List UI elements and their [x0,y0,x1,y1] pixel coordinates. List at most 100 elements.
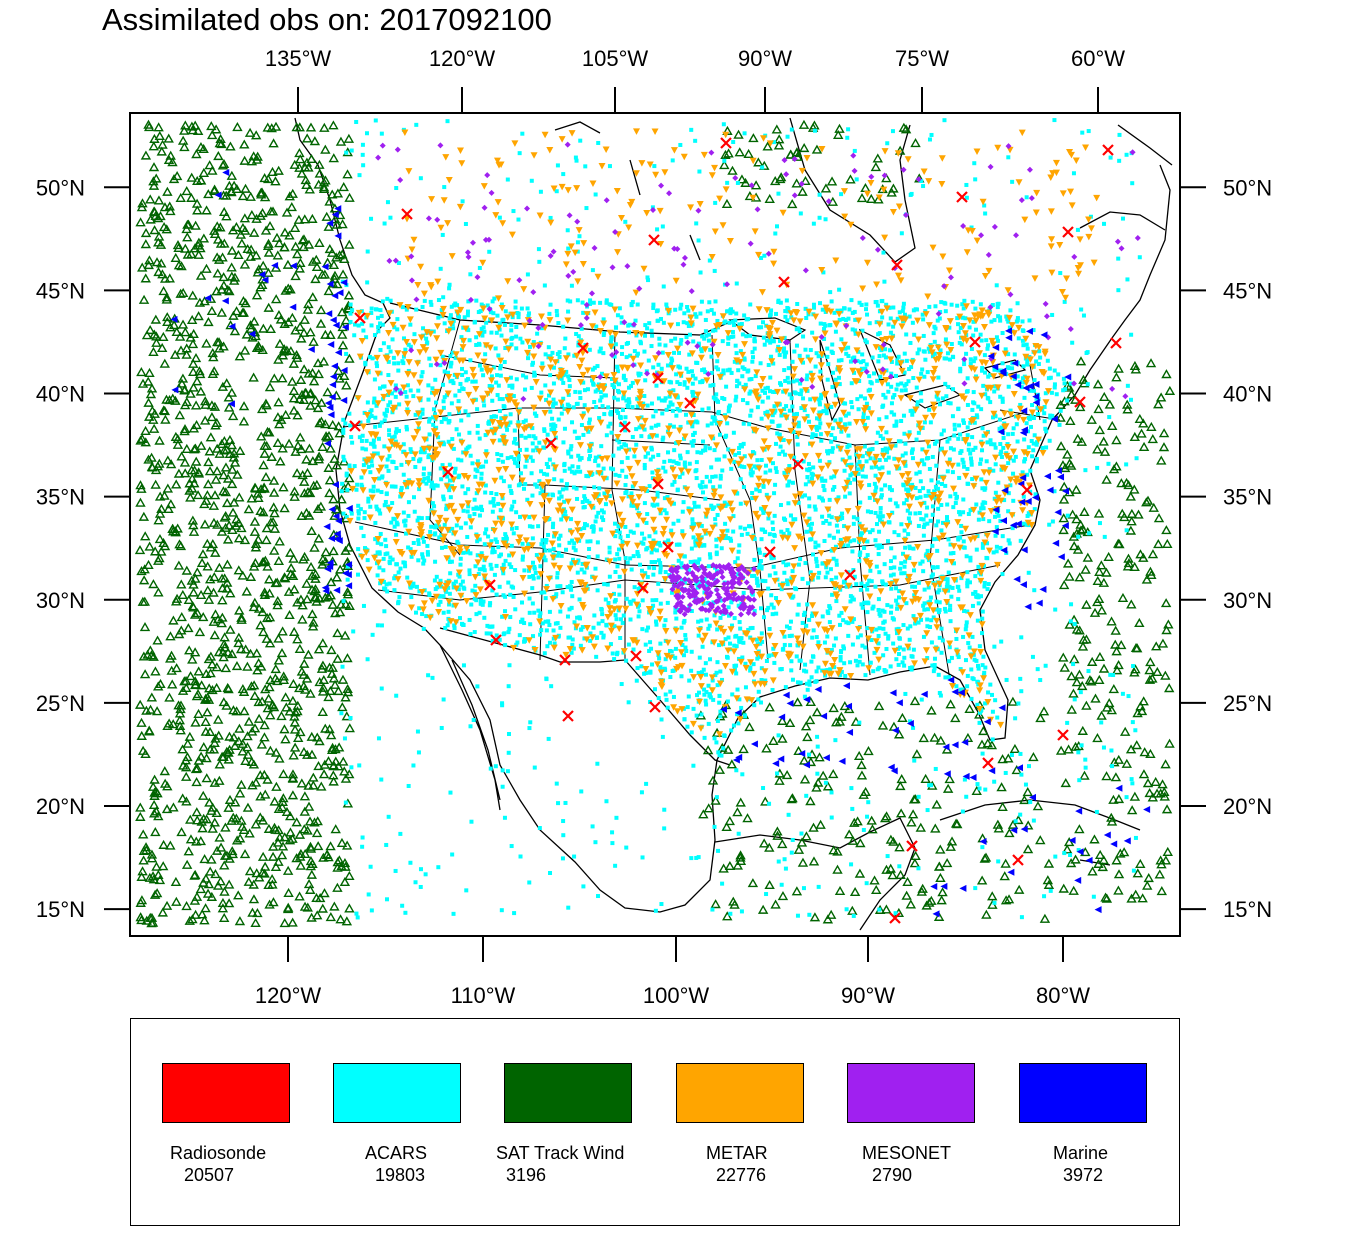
sat-wind-marker [181,343,192,353]
acars-marker [421,472,426,477]
sat-wind-marker [135,802,146,812]
acars-marker [852,477,857,482]
sat-wind-marker [186,192,197,202]
sat-wind-marker [196,440,207,450]
acars-marker [379,314,384,319]
acars-marker [462,586,467,591]
acars-marker [920,425,925,430]
acars-marker [408,344,413,349]
acars-marker [461,508,466,513]
acars-marker [619,460,624,465]
sat-wind-marker [317,269,328,279]
sat-wind-marker [333,365,344,376]
sat-wind-marker [278,482,289,492]
sat-wind-marker [325,841,336,851]
sat-wind-marker [294,829,306,839]
acars-marker [604,433,609,438]
sat-wind-marker [1098,855,1109,865]
sat-wind-marker [856,770,868,780]
acars-marker [853,331,858,336]
acars-marker [470,588,475,593]
acars-marker [710,474,715,479]
sat-wind-marker [185,388,196,398]
acars-marker [420,407,425,412]
sat-wind-marker [137,596,149,606]
acars-marker [761,484,766,489]
acars-marker [436,524,441,529]
acars-marker [575,570,580,575]
acars-marker [979,594,984,599]
sat-wind-marker [202,479,214,489]
acars-marker [549,422,554,427]
acars-marker [825,634,830,639]
acars-marker [968,361,973,366]
acars-marker [616,446,621,451]
sat-wind-marker [722,911,733,921]
acars-marker [934,439,939,444]
sat-wind-marker [253,492,264,503]
acars-marker [678,456,683,461]
sat-wind-marker [258,507,269,517]
acars-marker [426,383,431,388]
acars-marker [809,521,814,526]
acars-marker [811,302,816,307]
sat-wind-marker [201,338,212,348]
acars-marker [878,434,883,439]
sat-wind-marker [264,638,276,648]
sat-wind-marker [234,492,245,502]
sat-wind-marker [787,793,798,803]
acars-marker [420,411,425,416]
acars-marker [512,456,517,461]
sat-wind-marker [800,721,812,731]
acars-marker [874,543,879,548]
acars-marker [782,470,787,475]
acars-marker [917,470,922,475]
acars-marker [663,343,668,348]
acars-marker [954,636,959,641]
sat-wind-marker [1092,444,1103,454]
acars-marker [717,693,722,698]
acars-marker [752,573,757,578]
acars-marker [429,480,434,485]
sat-wind-marker [814,752,825,762]
acars-marker [592,365,597,370]
acars-marker [426,478,431,483]
acars-marker [356,503,361,508]
sat-wind-marker [250,819,262,829]
acars-marker [939,300,944,305]
acars-marker [636,614,641,619]
acars-marker [493,537,498,542]
acars-marker [948,619,953,624]
sat-wind-marker [1129,484,1140,494]
acars-marker [635,550,640,555]
acars-marker [707,552,712,557]
acars-marker [817,410,822,415]
acars-marker [797,329,802,334]
acars-marker [374,504,379,509]
acars-marker [828,567,833,572]
sat-wind-marker [262,122,273,132]
sat-wind-marker [317,706,328,716]
acars-marker [559,517,564,522]
acars-marker [907,546,912,551]
acars-marker [369,310,374,315]
sat-wind-marker [311,479,323,489]
acars-marker [503,532,508,537]
sat-wind-marker [1111,646,1122,656]
sat-wind-marker [184,645,195,655]
sat-wind-marker [221,211,232,221]
acars-marker [947,325,952,330]
acars-marker [527,524,532,529]
acars-marker [651,305,656,310]
sat-wind-marker [217,903,229,913]
acars-marker [658,601,663,606]
acars-marker [517,633,522,638]
acars-marker [789,659,794,664]
acars-marker [932,537,937,542]
acars-marker [1020,328,1025,333]
sat-wind-marker [992,819,1004,829]
acars-marker [615,313,620,318]
sat-wind-marker [298,681,310,691]
sat-wind-marker [900,124,912,134]
acars-marker [830,426,835,431]
